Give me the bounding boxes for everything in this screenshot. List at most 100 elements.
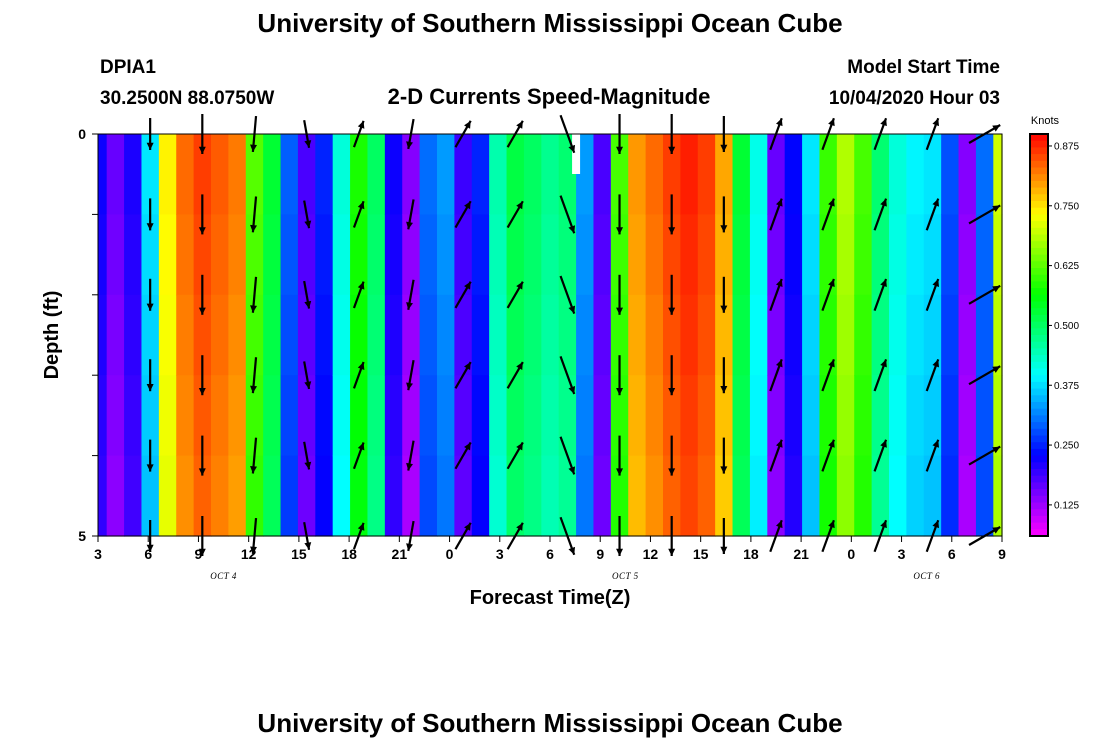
arrow-head [828, 520, 835, 529]
arrow-head [568, 144, 576, 153]
heatmap-cell [297, 134, 316, 215]
heatmap-cell [889, 134, 907, 215]
heatmap-cell [854, 375, 873, 457]
heatmap-cell [680, 375, 699, 457]
heatmap-cell [350, 294, 369, 376]
arrow-head [464, 201, 471, 210]
x-tick-label: 6 [144, 546, 152, 562]
x-tick-label: 9 [998, 546, 1006, 562]
arrow-head [880, 118, 887, 127]
heatmap-cell [211, 375, 229, 457]
colorbar-segment [1030, 167, 1048, 175]
colorbar-segment [1030, 227, 1048, 236]
heatmap-cell [993, 214, 1003, 296]
arrow-head [250, 466, 257, 474]
current-arrow [925, 359, 940, 392]
colorbar-segment [1030, 469, 1048, 477]
heatmap-cell [384, 375, 403, 457]
colorbar-segment [1030, 154, 1048, 162]
heatmap-cell [784, 455, 803, 537]
heatmap-cell [471, 134, 490, 215]
heatmap-cell [193, 375, 212, 457]
heatmap-cell [645, 214, 664, 296]
heatmap-cell [732, 455, 751, 537]
colorbar-tick-label: 0.375 [1054, 381, 1079, 392]
arrow-head [357, 120, 365, 129]
current-arrow [720, 276, 728, 313]
x-tick-label: 3 [898, 546, 906, 562]
heatmap-cell [367, 294, 386, 376]
heatmap-cell [523, 214, 542, 296]
heatmap-cell [941, 294, 960, 376]
arrow-head [516, 442, 523, 451]
heatmap-cell [923, 214, 942, 296]
colorbar-segment [1030, 288, 1048, 296]
heatmap-cell [506, 294, 525, 376]
heatmap-cell [297, 455, 316, 537]
heatmap-cell [854, 455, 873, 537]
colorbar-segment [1030, 522, 1048, 530]
colorbar-segment [1030, 348, 1048, 356]
heatmap-cell [315, 134, 334, 215]
heatmap-cell [697, 294, 716, 376]
current-arrow [821, 439, 835, 472]
current-arrow [968, 445, 1001, 466]
colorbar-segment [1030, 395, 1048, 403]
heatmap-cell [819, 134, 838, 215]
heatmap-cell [854, 134, 873, 215]
heatmap-cell [593, 375, 612, 457]
heatmap-cell [350, 214, 369, 296]
heatmap-cell [558, 375, 577, 457]
colorbar-segment [1030, 234, 1048, 242]
heatmap-cell [384, 455, 403, 537]
heatmap-cell [106, 214, 125, 296]
current-arrow [506, 281, 524, 309]
colorbar-tick-label: 0.750 [1054, 201, 1079, 212]
x-tick-label: 0 [446, 546, 454, 562]
colorbar-segment [1030, 308, 1048, 316]
heatmap-cell [176, 214, 195, 296]
current-arrow [668, 355, 676, 396]
heatmap-cell [541, 134, 560, 215]
colorbar-segment [1030, 241, 1048, 249]
heatmap-cell [471, 294, 490, 376]
heatmap-cell [280, 455, 299, 537]
heatmap-cell [263, 134, 282, 215]
current-arrow [559, 356, 576, 395]
current-arrow [925, 198, 940, 231]
heatmap-cell [297, 214, 316, 296]
heatmap-cell [680, 134, 699, 215]
heatmap-cell [124, 134, 143, 215]
heatmap-cell [106, 294, 125, 376]
heatmap-cell [732, 294, 751, 376]
colorbar-segment [1030, 341, 1048, 349]
current-arrow [303, 280, 312, 309]
arrow-head [357, 362, 365, 370]
arrow-head [464, 120, 471, 129]
heatmap-cell [245, 134, 264, 215]
arrow-head [198, 388, 206, 396]
heatmap-cell [489, 455, 508, 537]
arrow-head [304, 461, 312, 470]
colorbar-segment [1030, 502, 1048, 510]
current-arrow [198, 435, 206, 476]
colorbar-label: Knots [1031, 115, 1060, 127]
heatmap-cell [784, 134, 803, 215]
arrow-head [668, 548, 676, 556]
current-arrow [821, 278, 835, 311]
arrow-head [406, 462, 413, 471]
arrow-head [516, 201, 523, 210]
flagged-cell [572, 134, 581, 174]
current-arrow [668, 194, 676, 235]
current-arrow [250, 437, 258, 474]
current-arrow [668, 274, 676, 315]
current-arrow [198, 194, 206, 235]
colorbar-segment [1030, 314, 1048, 323]
current-arrow [559, 275, 576, 314]
arrow-head [146, 544, 154, 552]
arrow-head [516, 120, 523, 129]
station-id: DPIA1 [100, 57, 156, 78]
heatmap-cell [437, 214, 455, 296]
arrow-head [720, 546, 728, 554]
